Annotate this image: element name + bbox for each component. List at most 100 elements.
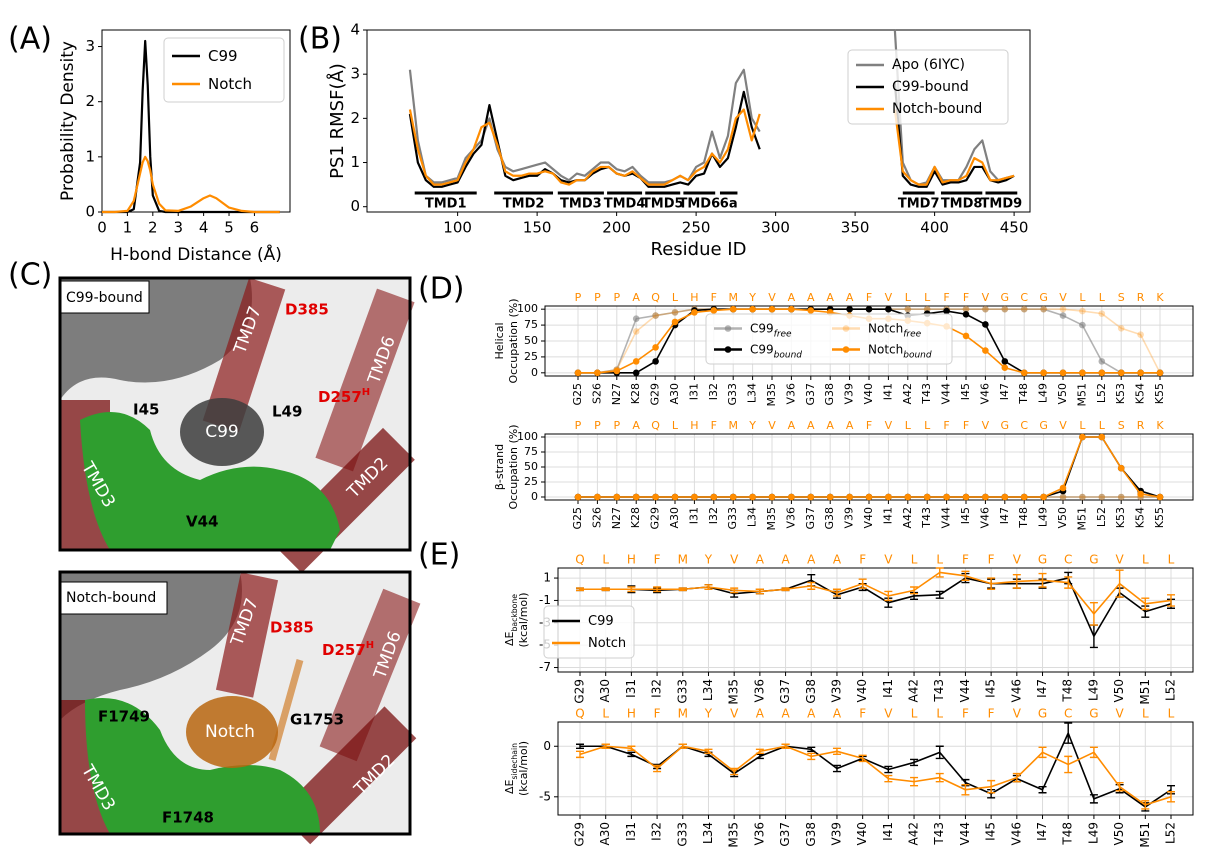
top-label: A [846,419,854,432]
y-tick-label: -5 [539,789,551,803]
x-tick-label: I45 [959,507,972,524]
x-tick-label: G37 [778,679,792,704]
y-axis-title-sub: sidechain [510,743,519,780]
top-label: L [672,419,679,432]
error-bar [807,752,816,761]
x-tick-label: I31 [687,383,700,400]
legend-name: C99 [750,342,774,356]
error-bar [832,747,841,756]
x-tick-label: V36 [752,822,766,845]
top-label: L [1168,707,1175,721]
marker [1001,493,1009,501]
top-label: G [1039,419,1048,432]
error-bar [1089,746,1098,759]
chart: 0 1 2 3 4 100 150 200 250 300 350 400 450 TMD1 TMD2 TMD… [326,21,1031,260]
x-tick-label: V39 [829,679,843,702]
marker [1079,321,1086,329]
top-label: L [1099,291,1106,304]
marker [1156,493,1164,501]
top-label: H [690,419,698,432]
legend-name: Notch [588,636,626,651]
marker [1059,484,1067,492]
marker [768,305,776,313]
marker [885,493,892,501]
series-line [102,155,280,214]
x-tick-label: G25 [571,383,584,406]
segment-label: TMD8 [941,197,983,212]
top-label: P [575,291,582,304]
error-bar [627,745,636,752]
x-tick-label: G25 [571,507,584,530]
marker [632,493,640,501]
plot-area [558,568,1193,672]
x-tick-label: M51 [1138,679,1152,705]
panel-label: (D) [418,272,465,307]
top-label: L [911,707,918,721]
x-tick-label: I45 [984,679,998,698]
top-label: F [654,553,661,567]
y-tick-label: 50 [524,334,538,347]
marker [1040,369,1047,377]
x-tick-label: V40 [862,383,875,405]
marker [904,493,912,501]
x-tick-label: V50 [1112,822,1126,845]
marker [632,358,640,365]
error-bar [1141,800,1150,810]
x-tick-label: A42 [907,822,921,845]
marker [1001,358,1009,365]
surface-green [80,412,340,550]
legend-sub: bound [903,350,932,360]
error-bar [627,586,636,593]
x-tick-label: V50 [1112,679,1126,702]
x-tick-label: V46 [1009,679,1023,702]
y-tick-label: 25 [524,475,538,488]
top-label: A [826,419,834,432]
y-tick-label: 0 [531,490,538,503]
panel-label: (C) [8,258,52,293]
top-label: A [807,707,816,721]
top-label: F [711,291,717,304]
error-bar [704,584,713,590]
legend-sub: free [903,329,921,339]
residue-label: D385 [270,619,314,637]
marker [807,307,815,314]
residue-label: L49 [272,403,302,421]
x-tick-label: L52 [1095,383,1108,403]
x-tick-label: K53 [1114,383,1127,404]
legend-label: C99free [750,321,792,339]
top-label: V [982,419,990,432]
y-axis-title-sub: backbone [510,594,519,632]
top-label: V [885,419,893,432]
error-bar [832,764,841,773]
marker [749,493,756,501]
marker [729,305,737,313]
top-label: M [678,707,688,721]
error-bar [576,750,584,759]
error-bar [858,578,867,589]
x-tick-label: 200 [602,219,631,237]
x-tick-label: V44 [958,822,972,845]
x-tick-label: V36 [784,383,797,405]
top-label: C [1020,419,1028,432]
marker [1117,493,1125,501]
error-bar [730,587,739,594]
top-label: G [1038,707,1047,721]
x-tick-label: K54 [1134,507,1147,528]
top-label: F [711,419,717,432]
y-axis-title: (kcal/mol) [517,741,530,796]
x-tick-label: M51 [1138,822,1152,848]
series-line [580,571,1172,615]
marker [962,310,970,318]
x-tick-label: 6 [250,219,260,237]
structure-title: Notch-bound [66,590,156,606]
y-tick-label: 50 [524,460,538,473]
x-tick-label: I32 [707,383,720,400]
segment-label: TMD3 [560,197,602,212]
y-tick-label: 1 [543,571,551,585]
marker [1001,305,1009,313]
error-bar [910,776,919,787]
error-bar [910,758,919,767]
y-tick-label: 0 [531,366,538,379]
y-tick-label: 75 [524,318,538,331]
